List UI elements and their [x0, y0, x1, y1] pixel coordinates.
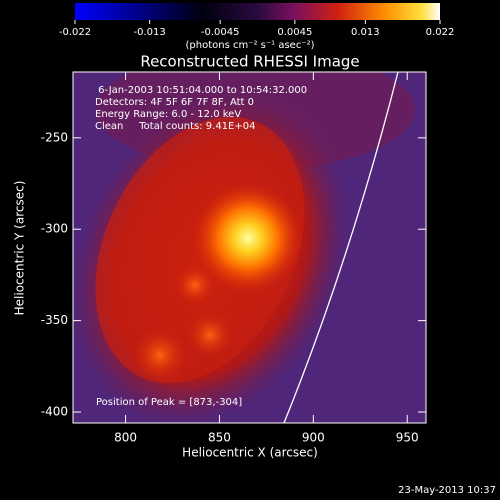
colorbar	[75, 3, 440, 20]
peak-label: Position of Peak = [873,-304]	[96, 397, 242, 408]
x-tick-label: 950	[396, 431, 419, 445]
colorbar-tick-label: 0.013	[351, 27, 380, 38]
colorbar-tick-label: -0.013	[134, 27, 166, 38]
footer: 23-May-2013 10:37	[398, 485, 496, 496]
annotation: Detectors: 4F 5F 6F 7F 8F, Att 0	[95, 97, 254, 108]
colorbar-tick-label: -0.0045	[201, 27, 240, 38]
colorbar-tick-label: -0.022	[59, 27, 91, 38]
x-tick-label: 850	[208, 431, 231, 445]
annotation: Energy Range: 6.0 - 12.0 keV	[95, 109, 241, 120]
y-tick-label: -300	[41, 222, 68, 236]
annotation: 6-Jan-2003 10:51:04.000 to 10:54:32.000	[95, 85, 307, 96]
colorbar-label: (photons cm⁻² s⁻¹ asec⁻²)	[185, 40, 314, 51]
y-tick-label: -250	[41, 130, 68, 144]
x-axis-label: Heliocentric X (arcsec)	[182, 446, 318, 460]
y-axis-label: Heliocentric Y (arcsec)	[13, 181, 27, 316]
x-tick-label: 800	[114, 431, 137, 445]
colorbar-tick-label: 0.0045	[277, 27, 312, 38]
plot-frame	[72, 71, 427, 424]
y-tick-label: -350	[41, 313, 68, 327]
image	[73, 72, 426, 423]
colorbar-tick-label: 0.022	[426, 27, 455, 38]
chart-title: Reconstructed RHESSI Image	[140, 53, 359, 71]
x-tick-label: 900	[302, 431, 325, 445]
annotation: Clean Total counts: 9.41E+04	[95, 121, 255, 132]
y-tick-label: -400	[41, 405, 68, 419]
